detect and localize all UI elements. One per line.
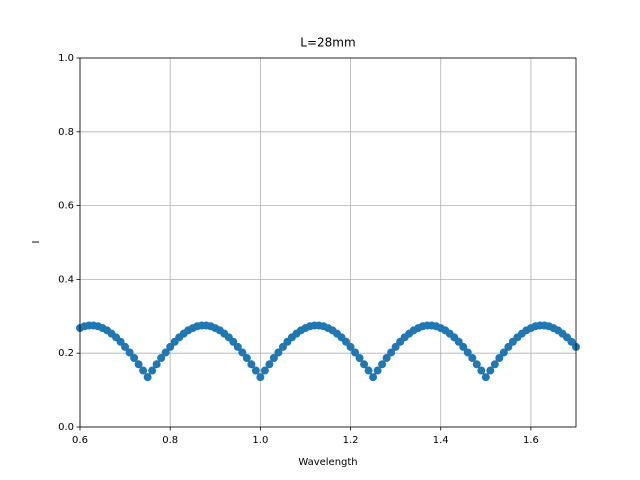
data-point [504, 342, 513, 351]
data-point [130, 353, 139, 362]
data-point [477, 366, 486, 375]
data-point [472, 360, 481, 369]
data-point [355, 353, 364, 362]
data-point [567, 337, 576, 346]
data-point [387, 348, 396, 357]
x-axis-label: Wavelength [298, 457, 357, 468]
data-point [454, 337, 463, 346]
data-point [143, 373, 152, 382]
data-point [495, 353, 504, 362]
y-axis-label: I [31, 241, 42, 244]
data-point [139, 366, 148, 375]
data-point [233, 342, 242, 351]
data-point [116, 337, 125, 346]
x-tick-label: 1.4 [433, 435, 449, 446]
data-point [459, 342, 468, 351]
data-point [373, 366, 382, 375]
data-point [490, 360, 499, 369]
data-point [274, 348, 283, 357]
data-point [121, 342, 130, 351]
data-point [229, 337, 238, 346]
data-point [346, 342, 355, 351]
data-point [486, 366, 495, 375]
data-point [242, 353, 251, 362]
x-tick-label: 0.8 [162, 435, 178, 446]
data-point [481, 373, 490, 382]
data-point [463, 348, 472, 357]
data-point [499, 348, 508, 357]
data-point [134, 360, 143, 369]
y-tick-label: 0.0 [58, 422, 74, 433]
data-point [382, 353, 391, 362]
data-point [378, 360, 387, 369]
data-point [468, 353, 477, 362]
data-point [369, 373, 378, 382]
data-point [351, 348, 360, 357]
x-tick-label: 0.6 [72, 435, 88, 446]
data-point [247, 360, 256, 369]
y-tick-label: 0.8 [58, 127, 74, 138]
data-point [260, 366, 269, 375]
chart-title: L=28mm [300, 36, 355, 50]
data-point [166, 342, 175, 351]
data-point [148, 366, 157, 375]
plot-frame [79, 57, 577, 428]
y-tick-label: 0.2 [58, 348, 74, 359]
data-point [251, 366, 260, 375]
data-point [265, 360, 274, 369]
data-point [125, 348, 134, 357]
x-tick-label: 1.6 [523, 435, 539, 446]
data-point [269, 353, 278, 362]
data-point [238, 348, 247, 357]
x-tick-label: 1.0 [252, 435, 268, 446]
data-point [342, 337, 351, 346]
y-tick-label: 1.0 [58, 53, 74, 64]
data-point [364, 366, 373, 375]
data-point [152, 360, 161, 369]
data-point [157, 353, 166, 362]
data-point [278, 342, 287, 351]
data-point [256, 373, 265, 382]
data-point [360, 360, 369, 369]
y-tick-label: 0.4 [58, 274, 74, 285]
data-point [391, 342, 400, 351]
x-tick-label: 1.2 [343, 435, 359, 446]
y-tick-label: 0.6 [58, 201, 74, 212]
data-point [161, 348, 170, 357]
